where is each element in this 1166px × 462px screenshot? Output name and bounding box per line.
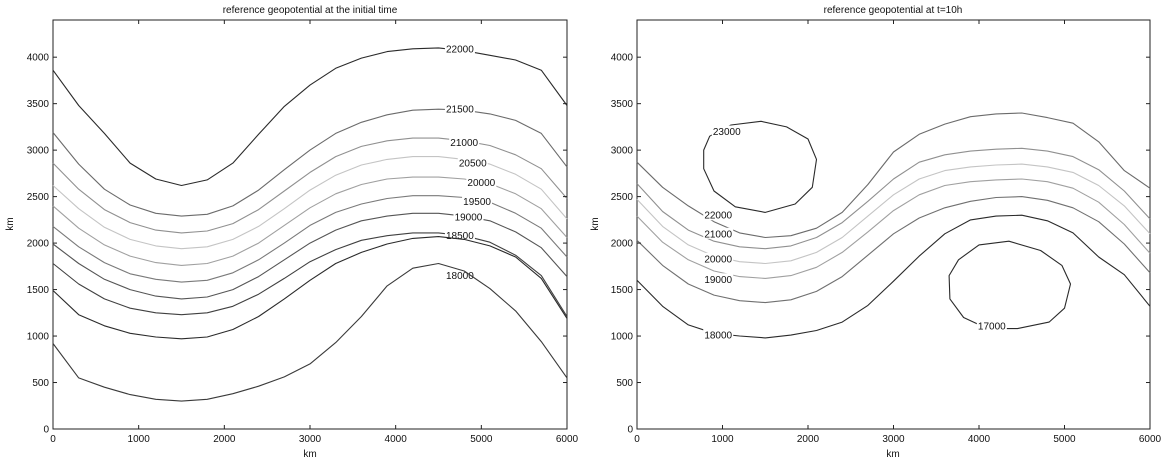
x-tick-label: 1000	[711, 434, 734, 445]
contour-label-18500: 18500	[446, 231, 474, 242]
x-tick-label: 3000	[882, 434, 905, 445]
y-axis-ticks: 0 500 1000 1500 2000 2500 3000 3500 4000	[27, 53, 567, 436]
contour-label-bg	[444, 103, 475, 115]
contour-label-bg	[444, 229, 475, 241]
x-tick-label: 0	[634, 434, 640, 445]
contour-label-22000: 22000	[704, 211, 732, 222]
contour-lines: 23000 22000 21000 20000 19000 18000 17000	[636, 112, 1151, 342]
x-tick-label: 5000	[1053, 434, 1076, 445]
contour-line-17000	[948, 240, 1072, 330]
contour-line-21000	[636, 147, 1151, 250]
x-axis-ticks: 0 1000 2000 3000 4000 5000 6000	[634, 20, 1162, 445]
contour-label-19000: 19000	[455, 213, 483, 224]
x-tick-label: 3000	[299, 434, 322, 445]
y-tick-label: 4000	[27, 53, 50, 64]
contour-label-19000: 19000	[704, 275, 732, 286]
contour-line-23000	[703, 120, 818, 213]
contour-label-bg	[466, 176, 497, 188]
y-tick-label: 3500	[27, 99, 50, 110]
contour-label-bg	[976, 319, 1007, 331]
contour-line-18000	[52, 236, 568, 340]
contour-label-21000: 21000	[704, 229, 732, 240]
plot-area-frame	[52, 19, 568, 430]
contour-label-17000: 17000	[978, 321, 1006, 332]
y-tick-label: 4000	[611, 53, 634, 64]
y-tick-label: 3000	[611, 146, 634, 157]
y-axis-label: km	[590, 217, 601, 230]
contour-label-bg	[449, 136, 480, 148]
x-tick-label: 4000	[385, 434, 408, 445]
chart-panel-initial-time: reference geopotential at the initial ti…	[5, 5, 579, 460]
contour-label-18000: 18000	[446, 271, 474, 282]
contour-label-bg	[462, 195, 493, 207]
contour-label-bg	[703, 273, 734, 285]
contour-label-20500: 20500	[459, 159, 487, 170]
contour-label-bg	[703, 329, 734, 341]
contour-label-21500: 21500	[446, 105, 474, 116]
contour-label-bg	[444, 42, 475, 54]
y-tick-label: 1500	[27, 285, 50, 296]
contour-label-22000: 22000	[446, 44, 474, 55]
x-axis-label: km	[886, 449, 899, 460]
contour-label-bg	[703, 252, 734, 264]
y-tick-label: 2500	[27, 192, 50, 203]
contour-label-23000: 23000	[713, 127, 741, 138]
contour-line-22000	[52, 47, 568, 187]
contour-label-bg	[444, 269, 475, 281]
chart-panel-t10h: reference geopotential at t=10h 23000 220…	[590, 5, 1162, 460]
contour-line-21000	[52, 137, 568, 234]
y-tick-label: 2000	[611, 239, 634, 250]
x-tick-label: 2000	[213, 434, 236, 445]
plot-area-frame	[636, 19, 1151, 430]
contour-line-18500	[52, 232, 568, 317]
chart-title: reference geopotential at the initial ti…	[223, 5, 398, 16]
contour-line-21500	[52, 108, 568, 217]
contour-line-17500	[52, 262, 568, 402]
x-tick-label: 1000	[128, 434, 151, 445]
x-tick-label: 0	[50, 434, 56, 445]
contour-line-20000	[636, 178, 1151, 279]
chart-title: reference geopotential at t=10h	[824, 5, 963, 16]
contour-label-bg	[453, 211, 484, 223]
y-tick-label: 1500	[611, 285, 634, 296]
contour-label-19500: 19500	[463, 197, 491, 208]
y-tick-label: 3000	[27, 146, 50, 157]
contour-label-bg	[457, 157, 488, 169]
x-tick-label: 2000	[797, 434, 820, 445]
x-axis-label: km	[303, 449, 316, 460]
y-tick-label: 500	[616, 378, 633, 389]
contour-label-20000: 20000	[704, 254, 732, 265]
y-tick-label: 0	[43, 425, 49, 436]
y-axis-label: km	[5, 217, 16, 230]
x-tick-label: 5000	[470, 434, 493, 445]
contour-label-20000: 20000	[467, 178, 495, 189]
contour-line-19000	[636, 196, 1151, 304]
contour-label-bg	[703, 209, 734, 221]
y-tick-label: 1000	[611, 332, 634, 343]
y-tick-label: 2000	[27, 239, 50, 250]
contour-line-22000	[636, 112, 1151, 239]
x-tick-label: 4000	[968, 434, 991, 445]
y-tick-label: 500	[32, 378, 49, 389]
y-tick-label: 1000	[27, 332, 50, 343]
contour-label-bg	[711, 125, 742, 137]
y-axis-ticks: 0 500 1000 1500 2000 2500 3000 3500 4000	[611, 53, 1150, 436]
y-tick-label: 2500	[611, 192, 634, 203]
contour-label-21000: 21000	[450, 138, 478, 149]
contour-label-bg	[703, 227, 734, 239]
x-tick-label: 6000	[1139, 434, 1162, 445]
x-axis-ticks: 0 1000 2000 3000 4000 5000 6000	[50, 20, 579, 445]
contour-lines: 22000 21500 21000 20500 20000 19500 19000 18500…	[52, 42, 568, 402]
y-tick-label: 3500	[611, 99, 634, 110]
x-tick-label: 6000	[556, 434, 579, 445]
y-tick-label: 0	[627, 425, 633, 436]
contour-label-18000: 18000	[704, 331, 732, 342]
